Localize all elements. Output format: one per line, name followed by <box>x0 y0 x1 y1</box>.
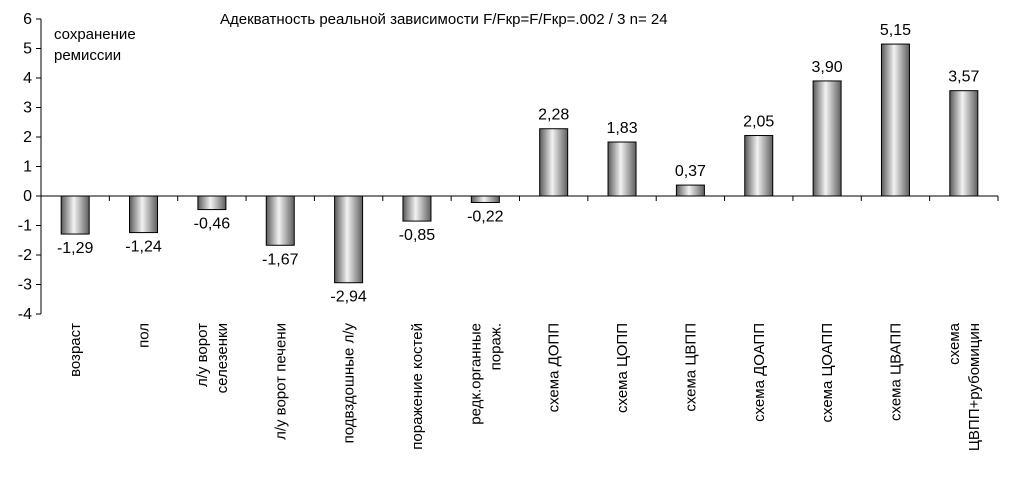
bar <box>744 135 774 197</box>
category-label: поражение костей <box>409 323 426 450</box>
bar-value-label: 3,57 <box>948 69 979 86</box>
category-label: схема ДОПП <box>546 323 563 412</box>
category-label: л/у ворот печени <box>272 323 289 440</box>
bar <box>812 80 842 197</box>
category-label: ЦВПП+рубомицин <box>966 323 983 451</box>
bar-value-label: -1,67 <box>262 251 299 268</box>
bar <box>949 90 979 197</box>
x-axis <box>40 195 999 201</box>
bar <box>60 195 90 235</box>
bar-value-label: 3,90 <box>812 59 843 76</box>
category-labels: возраст пол л/у ворот селезенки л/у ворот пе… <box>67 322 983 451</box>
category-label: схема <box>946 322 963 364</box>
bar-value-label: -0,85 <box>399 227 436 244</box>
category-label: подвздошные л/у <box>341 323 358 444</box>
bar <box>675 184 705 197</box>
category-label: пол <box>136 323 153 348</box>
category-label: схема ЦВАПП <box>887 323 904 421</box>
bar <box>607 141 637 197</box>
bar-value-label: -1,24 <box>125 239 162 256</box>
y-axis-label-line-2: ремиссии <box>54 47 121 64</box>
y-tick-label: -2 <box>18 247 32 264</box>
y-axis: 6 5 4 3 2 1 0 -1 -2 -3 -4 <box>18 11 42 323</box>
category-label: возраст <box>67 323 84 377</box>
y-tick-label: 4 <box>23 70 32 87</box>
bar <box>197 195 227 211</box>
bar-value-label: -0,22 <box>467 208 504 225</box>
bar <box>334 195 364 284</box>
category-label: схема ДОАПП <box>751 323 768 422</box>
category-label: л/у ворот <box>194 323 211 387</box>
y-tick-label: -1 <box>18 218 32 235</box>
y-tick-label: 5 <box>23 41 32 58</box>
chart-title: Адекватность реальной зависимости F/Fкр=… <box>220 11 668 28</box>
bar-value-label: 5,15 <box>880 22 911 39</box>
y-tick-label: 3 <box>23 100 32 117</box>
category-label: пораж. <box>487 323 504 370</box>
bar-value-label: 1,83 <box>606 120 637 137</box>
bar <box>470 195 500 203</box>
bar-value-label: -0,46 <box>194 216 231 233</box>
y-tick-label: 1 <box>23 159 32 176</box>
bar <box>129 195 159 234</box>
y-tick-label: 6 <box>23 11 32 28</box>
y-tick-label: 0 <box>23 188 32 205</box>
category-label: схема ЦОАПП <box>819 323 836 423</box>
y-tick-label: -3 <box>18 277 32 294</box>
bar <box>880 43 910 197</box>
y-tick-label: 2 <box>23 129 32 146</box>
bar-value-label: -2,94 <box>330 289 367 306</box>
bar-value-label: 2,05 <box>743 114 774 131</box>
bar-value-label: -1,29 <box>57 240 94 257</box>
category-label: схема ЦВПП <box>682 323 699 412</box>
bar <box>402 195 432 222</box>
bar-value-label: 0,37 <box>675 163 706 180</box>
bar-value-label: 2,28 <box>538 107 569 124</box>
y-axis-label-line-1: сохранение <box>54 26 136 43</box>
y-tick-label: -4 <box>18 306 32 323</box>
bar <box>539 128 569 197</box>
category-label: схема ЦОПП <box>614 323 631 413</box>
bars-group: -1,29 -1,24 -0,46 -1,67 -2,94 -0,85 -0,22 2,28 1… <box>57 22 980 306</box>
category-label: редк.органные <box>467 323 484 425</box>
bar <box>265 195 295 246</box>
category-label: селезенки <box>214 323 231 393</box>
